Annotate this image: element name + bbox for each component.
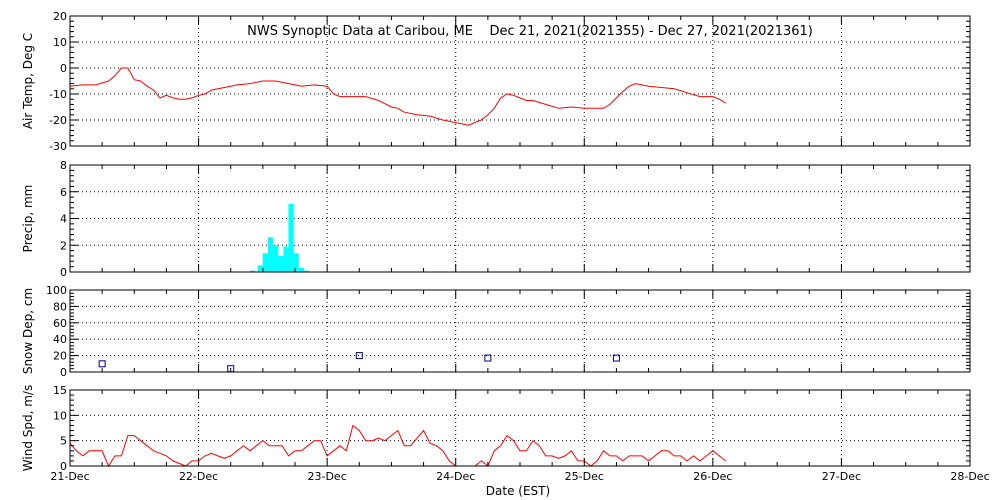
air-temp-ytick-label: 0 [60, 62, 67, 75]
wind-speed-ytick-label: 5 [60, 435, 67, 448]
chart-title: NWS Synoptic Data at Caribou, ME Dec 21,… [247, 24, 813, 39]
precip-bar [293, 253, 299, 272]
air-temp-ylabel: Air Temp, Deg C [21, 33, 35, 129]
precip-bar [288, 203, 294, 272]
snow-depth-ytick-label: 60 [53, 317, 67, 330]
air-temp-ytick-label: 20 [53, 10, 67, 23]
x-tick-label: 21-Dec [50, 470, 89, 483]
x-tick-label: 23-Dec [308, 470, 347, 483]
x-tick-label: 24-Dec [436, 470, 475, 483]
air-temp-series-line [69, 67, 726, 126]
snow-depth-ylabel: Snow Dep, cm [21, 288, 35, 374]
precip-ytick-label: 2 [60, 239, 67, 252]
snow-depth-point [484, 354, 492, 362]
precip-ytick-label: 6 [60, 186, 67, 199]
x-tick-label: 27-Dec [822, 470, 861, 483]
wind-speed-ytick-label: 15 [53, 384, 67, 397]
snow-depth-ytick-label: 40 [53, 333, 67, 346]
wind-speed-ylabel: Wind Spd, m/s [21, 385, 35, 471]
precip-bar [278, 255, 284, 272]
precip-bar [298, 267, 304, 272]
air-temp-panel: -30 -20 -10 0 10 20 Air Temp, Deg C [21, 10, 971, 153]
wind-speed-ytick-label: 10 [53, 409, 67, 422]
wind-speed-ytick-label: 0 [60, 460, 67, 473]
air-temp-ytick-label: -20 [49, 114, 67, 127]
snow-depth-ytick-label: 0 [60, 366, 67, 379]
snow-depth-ytick-label: 80 [53, 300, 67, 313]
air-temp-ytick-label: 10 [53, 36, 67, 49]
snow-depth-ytick-label: 100 [46, 284, 67, 297]
x-tick-label: 26-Dec [693, 470, 732, 483]
x-tick-labels: 21-Dec 22-Dec 23-Dec 24-Dec 25-Dec 26-Dec 27-D… [50, 470, 989, 483]
wind-speed-panel: 0 5 10 15 Wind Spd, m/s [21, 384, 971, 473]
x-tick-label: 28-Dec [950, 470, 989, 483]
precip-ytick-label: 4 [60, 213, 67, 226]
snow-depth-point [355, 352, 363, 360]
precip-bar [283, 246, 289, 272]
snow-depth-ytick-label: 20 [53, 350, 67, 363]
precip-ytick-label: 8 [60, 159, 67, 172]
precip-bar [268, 237, 274, 272]
snow-depth-point [612, 354, 620, 362]
wind-speed-series-line [69, 424, 727, 468]
x-tick-label: 22-Dec [179, 470, 218, 483]
snow-depth-frame [69, 289, 971, 373]
precip-ytick-label: 0 [60, 266, 67, 279]
x-tick-label: 25-Dec [565, 470, 604, 483]
precip-bar [257, 265, 263, 272]
air-temp-ytick-label: -30 [49, 140, 67, 153]
precip-panel: 0 2 4 6 8 Precip, mm [21, 159, 971, 279]
air-temp-ytick-label: -10 [49, 88, 67, 101]
precip-bar [250, 270, 256, 272]
precip-bar [304, 270, 310, 272]
precip-bar [262, 253, 268, 272]
precip-bar [273, 245, 279, 272]
precip-ylabel: Precip, mm [21, 185, 35, 253]
panels: -30 -20 -10 0 10 20 Air Temp, Deg C 0 2 4 6 8 Precip… [21, 10, 971, 473]
x-axis-label: Date (EST) [486, 484, 550, 498]
wind-speed-frame [69, 389, 971, 467]
snow-depth-panel: 0 20 40 60 80 100 Snow Dep, cm [21, 284, 971, 379]
snow-depth-point [98, 360, 106, 368]
